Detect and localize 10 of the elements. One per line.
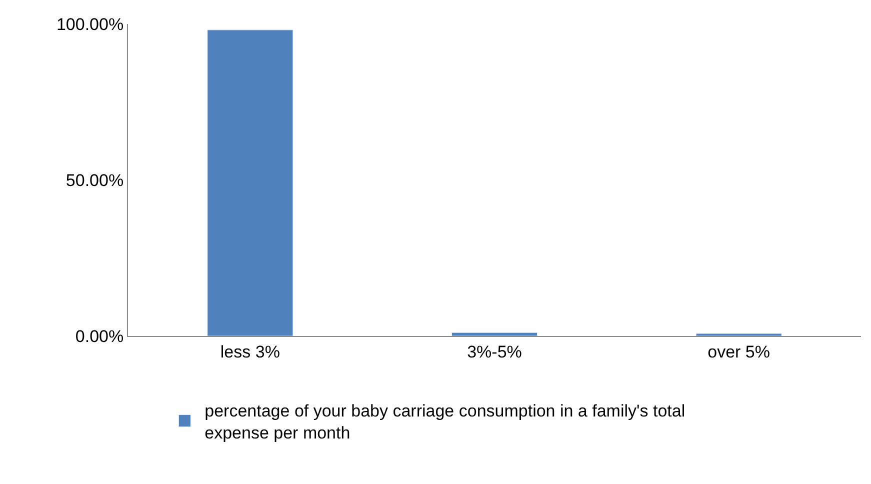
x-tick-label: less 3% [220,342,280,362]
y-tick-label: 100.00% [56,14,124,34]
x-tick-label: 3%-5% [467,342,522,362]
legend-label: percentage of your baby carriage consumption in a family's total expense per month [204,401,686,442]
bar [207,30,294,336]
x-tick-label: over 5% [708,342,770,362]
bar [696,333,782,336]
y-tick-label: 50.00% [66,170,124,190]
bar [451,332,538,336]
y-tick-label: 0.00% [75,326,124,346]
